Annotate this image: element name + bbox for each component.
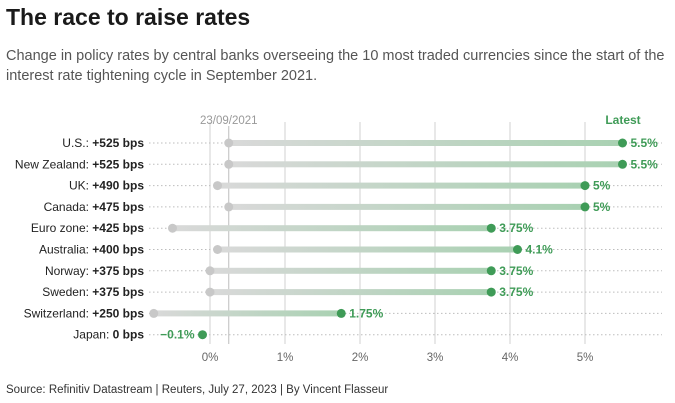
- start-rate-dot: [205, 266, 215, 276]
- rate-change: +525 bps: [92, 136, 144, 150]
- x-tick-label: 5%: [577, 352, 594, 364]
- latest-rate-label: 3.75%: [499, 264, 533, 278]
- latest-rate-dot: [580, 181, 590, 191]
- rate-change-bar: [228, 161, 623, 168]
- country-name: Canada:: [44, 200, 93, 214]
- rate-change: +250 bps: [92, 306, 144, 320]
- latest-rate-dot: [618, 159, 627, 169]
- rate-change: +375 bps: [92, 285, 144, 299]
- rate-change-bar: [210, 289, 492, 296]
- start-rate-dot: [224, 202, 234, 212]
- latest-rate-dot: [486, 223, 496, 233]
- row-label: Euro zone: +425 bps: [31, 221, 144, 235]
- chart-title: The race to raise rates: [6, 4, 251, 30]
- row-label: New Zealand: +525 bps: [15, 157, 144, 171]
- source-note: Source: Refinitiv Datastream | Reuters, …: [6, 384, 389, 396]
- latest-rate-label: 5%: [593, 179, 611, 193]
- latest-rate-label: 4.1%: [526, 243, 554, 257]
- latest-rate-dot: [618, 138, 627, 148]
- row-label: Japan: 0 bps: [73, 328, 144, 342]
- row-label: U.S.: +525 bps: [62, 136, 144, 150]
- rate-change-bar: [153, 310, 342, 317]
- rate-change: +425 bps: [92, 221, 144, 235]
- country-name: Australia:: [39, 243, 92, 257]
- latest-rate-label: 3.75%: [499, 221, 533, 235]
- row-label: Norway: +375 bps: [45, 264, 144, 278]
- latest-label: Latest: [605, 113, 640, 127]
- country-name: Switzerland:: [24, 306, 93, 320]
- latest-rate-dot: [198, 330, 207, 340]
- country-name: Japan:: [73, 328, 112, 342]
- start-date-label: 23/09/2021: [200, 115, 258, 127]
- rate-change: +400 bps: [92, 243, 144, 257]
- row-label: Australia: +400 bps: [39, 243, 144, 257]
- country-name: New Zealand:: [15, 157, 92, 171]
- latest-rate-label: −0.1%: [160, 328, 195, 342]
- row-label: Sweden: +375 bps: [42, 285, 144, 299]
- row-label: Switzerland: +250 bps: [24, 306, 145, 320]
- country-name: U.S.:: [62, 136, 92, 150]
- latest-rate-dot: [486, 266, 496, 276]
- country-name: Euro zone:: [31, 221, 92, 235]
- row-label: Canada: +475 bps: [44, 200, 145, 214]
- start-rate-dot: [213, 181, 222, 191]
- x-tick-label: 3%: [427, 352, 444, 364]
- x-tick-label: 1%: [277, 352, 294, 364]
- latest-rate-label: 5.5%: [631, 136, 659, 150]
- rate-change: +525 bps: [92, 157, 144, 171]
- country-name: Sweden:: [42, 285, 92, 299]
- start-rate-dot: [168, 223, 177, 233]
- rate-change-bar: [210, 267, 492, 274]
- rate-change: +475 bps: [92, 200, 144, 214]
- x-tick-label: 4%: [502, 352, 519, 364]
- country-name: Norway:: [45, 264, 92, 278]
- rate-change: +375 bps: [92, 264, 144, 278]
- latest-rate-label: 5%: [593, 200, 611, 214]
- country-name: UK:: [69, 179, 92, 193]
- start-rate-dot: [224, 159, 234, 169]
- latest-rate-dot: [513, 245, 522, 254]
- rate-change-bar: [228, 140, 623, 146]
- x-tick-label: 0%: [202, 352, 219, 364]
- latest-rate-label: 3.75%: [499, 285, 533, 299]
- rate-change-bar: [228, 203, 585, 210]
- chart-subtitle: Change in policy rates by central banks …: [6, 48, 665, 84]
- rate-change: 0 bps: [113, 328, 145, 342]
- start-rate-dot: [149, 308, 159, 318]
- latest-rate-label: 5.5%: [631, 157, 659, 171]
- rate-change-bar: [172, 225, 492, 232]
- latest-rate-dot: [336, 308, 346, 318]
- row-label: UK: +490 bps: [69, 179, 144, 193]
- latest-rate-dot: [486, 287, 496, 297]
- start-rate-dot: [205, 287, 215, 297]
- rate-change-bar: [217, 182, 585, 189]
- x-tick-label: 2%: [352, 352, 369, 364]
- start-rate-dot: [213, 245, 222, 254]
- start-rate-dot: [224, 138, 234, 148]
- latest-rate-label: 1.75%: [349, 306, 383, 320]
- rate-change-bar: [217, 246, 518, 253]
- latest-rate-dot: [580, 202, 590, 212]
- rate-change: +490 bps: [92, 179, 144, 193]
